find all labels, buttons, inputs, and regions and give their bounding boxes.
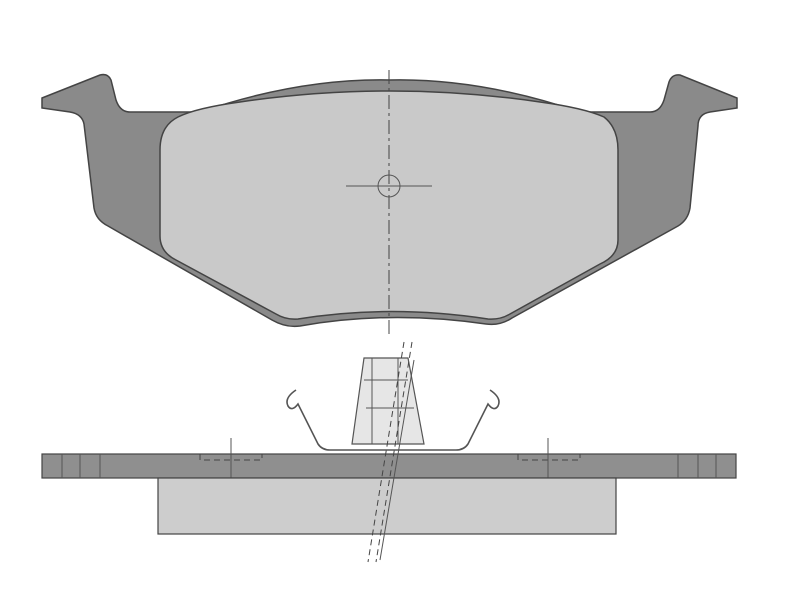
retaining-spring	[286, 389, 500, 451]
center-mark	[377, 174, 401, 198]
backing-plate-side	[41, 453, 737, 479]
wear-indicator-line	[375, 341, 413, 563]
wear-indicator-line	[379, 359, 415, 561]
center-clip	[351, 357, 425, 445]
wear-indicator-line	[367, 341, 405, 563]
plate-recess	[199, 454, 263, 461]
plate-recess	[517, 454, 581, 461]
friction-lining-side	[157, 477, 617, 535]
side-view	[41, 341, 737, 563]
front-view	[41, 70, 738, 336]
